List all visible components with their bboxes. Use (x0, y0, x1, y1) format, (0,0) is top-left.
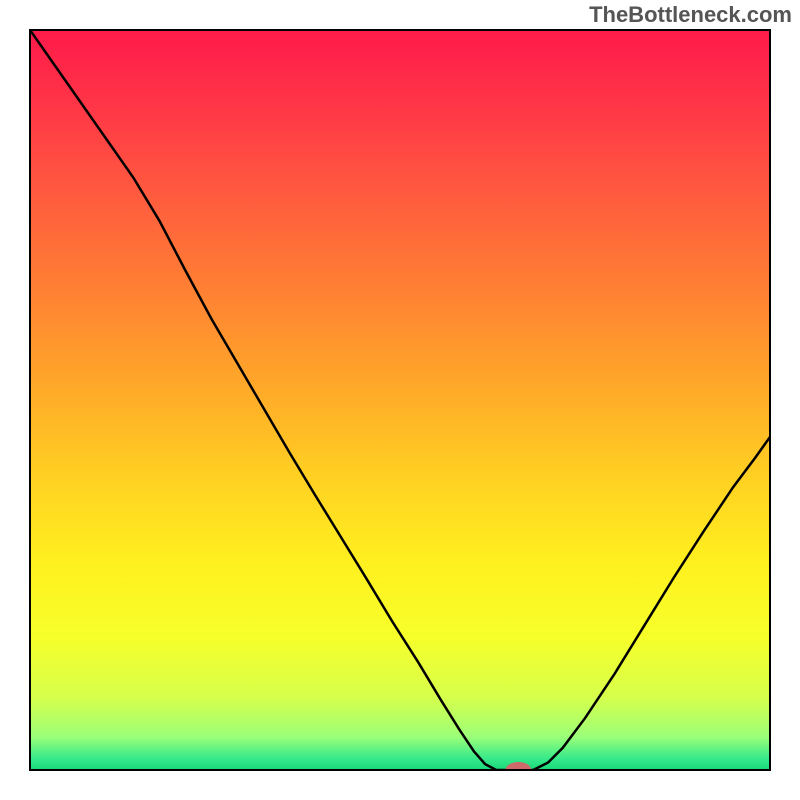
watermark-text: TheBottleneck.com (589, 2, 792, 28)
chart-background (30, 30, 770, 770)
chart-svg (0, 0, 800, 800)
bottleneck-chart: TheBottleneck.com (0, 0, 800, 800)
